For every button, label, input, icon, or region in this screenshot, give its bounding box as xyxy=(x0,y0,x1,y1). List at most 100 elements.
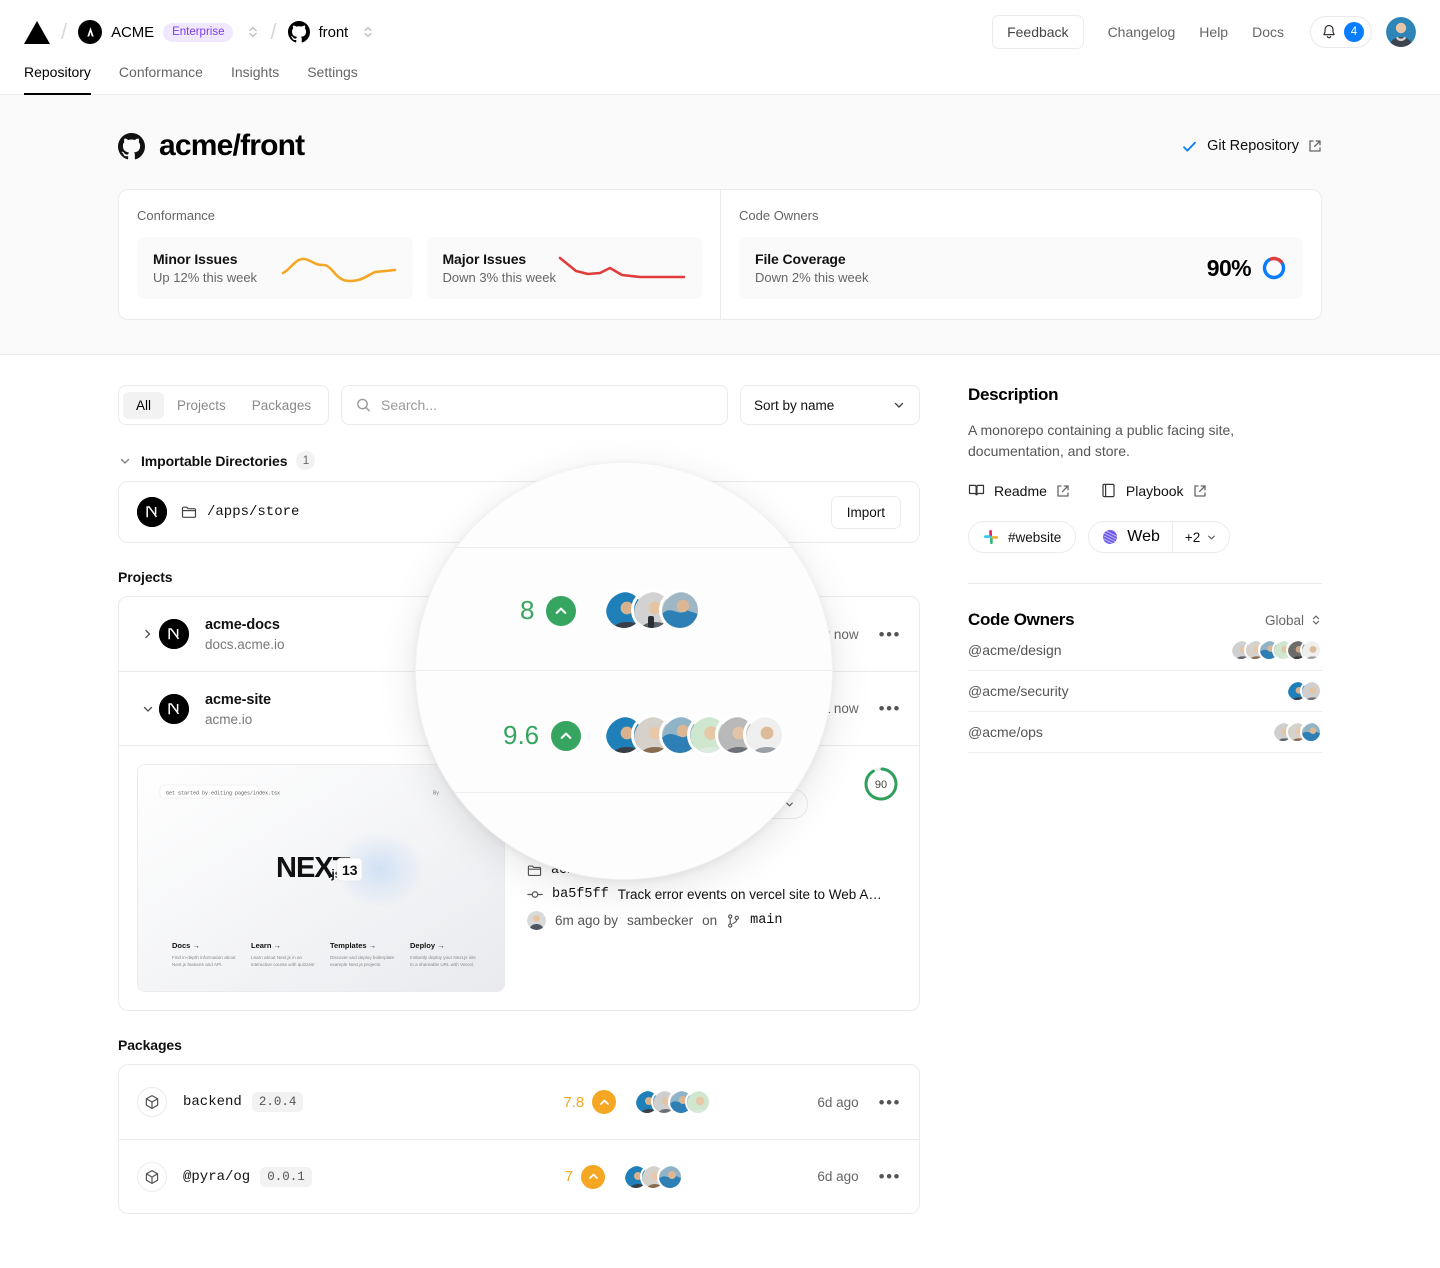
minor-issues-subtitle: Up 12% this week xyxy=(153,270,258,285)
gauge-value: 90 xyxy=(875,779,887,791)
breadcrumb-separator: / xyxy=(61,19,68,44)
package-icon xyxy=(137,1161,167,1192)
chevron-down-icon-project[interactable] xyxy=(137,702,159,716)
chevron-up-down-icon-2[interactable] xyxy=(362,24,374,40)
score-up-icon-warn xyxy=(581,1164,606,1189)
search-input[interactable] xyxy=(380,397,713,413)
owner-avatars[interactable] xyxy=(1286,680,1322,702)
acme-logo-icon xyxy=(78,20,103,44)
major-issues-subtitle: Down 3% this week xyxy=(442,270,556,285)
lens-score-value: 8 xyxy=(520,595,535,625)
code-owners-scope-label: Global xyxy=(1264,612,1304,628)
repo-breadcrumb[interactable]: front xyxy=(287,21,375,43)
chevron-right-icon[interactable] xyxy=(137,627,159,641)
book-icon xyxy=(1102,483,1115,498)
slack-channel-chip[interactable]: #website xyxy=(968,521,1077,553)
project-domain: docs.acme.io xyxy=(205,637,285,652)
package-avatars[interactable] xyxy=(623,1163,684,1190)
docs-link[interactable]: Docs xyxy=(1252,24,1284,40)
svg-text:example Next.js projects.: example Next.js projects. xyxy=(330,962,381,967)
package-icon xyxy=(137,1087,167,1117)
file-coverage-title: File Coverage xyxy=(755,251,846,267)
project-more-menu[interactable]: ••• xyxy=(878,699,901,718)
environment-label: Web xyxy=(1127,528,1160,545)
search-box[interactable] xyxy=(341,385,728,425)
help-link[interactable]: Help xyxy=(1199,24,1229,40)
notifications-button[interactable]: 4 xyxy=(1310,16,1372,48)
tab-settings[interactable]: Settings xyxy=(307,64,358,80)
owner-name: @acme/design xyxy=(968,642,1062,658)
playbook-link[interactable]: Playbook xyxy=(1100,482,1207,499)
package-updated-time: 6d ago xyxy=(817,1169,859,1184)
lens-avatars-row-2[interactable] xyxy=(603,714,785,756)
readme-link[interactable]: Readme xyxy=(968,482,1070,499)
svg-text:13: 13 xyxy=(342,862,358,878)
package-row-backend[interactable]: backend 2.0.4 7.8 6d ago ••• xyxy=(119,1065,919,1139)
importable-directories-label: Importable Directories xyxy=(141,452,288,469)
git-repository-link[interactable]: Git Repository xyxy=(1181,138,1322,155)
code-owners-scope-select[interactable]: Global xyxy=(1265,613,1322,628)
package-name: backend xyxy=(183,1094,242,1110)
owner-name: @acme/ops xyxy=(968,724,1043,740)
major-issues-tile[interactable]: Major Issues Down 3% this week xyxy=(426,237,702,299)
svg-text:Get started by editing pages/i: Get started by editing pages/index.tsx xyxy=(166,791,280,797)
minor-issues-tile[interactable]: Minor Issues Up 12% this week xyxy=(137,237,413,299)
chevron-down-icon-importable[interactable] xyxy=(118,454,132,468)
breadcrumb: / ACME Enterprise / front xyxy=(24,19,374,45)
readme-label: Readme xyxy=(994,482,1047,499)
avatar xyxy=(685,1089,712,1115)
tab-conformance[interactable]: Conformance xyxy=(118,64,203,80)
importable-directories-header[interactable]: Importable Directories 1 xyxy=(118,451,920,470)
feedback-button[interactable]: Feedback xyxy=(992,15,1084,49)
filter-packages[interactable]: Packages xyxy=(251,397,312,413)
tab-insights[interactable]: Insights xyxy=(230,64,280,80)
branch-icon xyxy=(728,913,740,928)
lens-score-value: 9.6 xyxy=(503,720,540,750)
tab-repository[interactable]: Repository xyxy=(24,64,105,95)
metrics-card: Conformance Minor Issues Up 12% this wee… xyxy=(118,189,1322,320)
package-more-menu[interactable]: ••• xyxy=(878,1092,901,1112)
filter-all[interactable]: All xyxy=(123,391,165,419)
chevron-down-icon-url xyxy=(785,802,793,806)
svg-text:Next.js features and API.: Next.js features and API. xyxy=(172,962,223,967)
minor-issues-title: Minor Issues xyxy=(153,251,238,267)
deployment-author[interactable]: sambecker xyxy=(627,913,694,928)
avatar[interactable] xyxy=(1386,17,1416,47)
owner-avatars[interactable] xyxy=(1272,721,1322,743)
chevron-up-down-icon[interactable] xyxy=(247,24,259,40)
owner-row-security[interactable]: @acme/security xyxy=(968,671,1322,712)
package-more-menu[interactable]: ••• xyxy=(878,1167,901,1186)
vercel-logo-icon[interactable] xyxy=(24,20,50,44)
file-coverage-tile[interactable]: File Coverage Down 2% this week 90% xyxy=(739,237,1303,299)
package-avatars[interactable] xyxy=(634,1089,712,1115)
deployment-commit-line: ba5f5ff Track error events on vercel sit… xyxy=(527,887,901,902)
filter-projects[interactable]: Projects xyxy=(177,397,226,413)
package-score-value: 7.8 xyxy=(563,1093,585,1111)
org-breadcrumb[interactable]: ACME Enterprise xyxy=(78,20,259,44)
chevron-down-icon xyxy=(894,402,904,408)
globe-icon xyxy=(1103,530,1118,544)
playbook-label: Playbook xyxy=(1125,482,1184,499)
import-button[interactable]: Import xyxy=(830,495,901,529)
project-more-menu[interactable]: ••• xyxy=(878,624,901,644)
folder-icon xyxy=(181,506,197,518)
svg-text:Instantly deploy your Next.js: Instantly deploy your Next.js site xyxy=(410,955,476,960)
owner-avatars[interactable] xyxy=(1230,639,1322,661)
sidebar: Description A monorepo containing a publ… xyxy=(968,385,1322,1214)
owner-row-ops[interactable]: @acme/ops xyxy=(968,712,1322,753)
svg-text:By: By xyxy=(433,791,439,797)
sort-select[interactable]: Sort by name xyxy=(740,385,920,425)
external-link-icon-readme xyxy=(1057,484,1069,497)
file-coverage-ring-icon xyxy=(1262,256,1286,280)
package-row-pyra-og[interactable]: @pyra/og 0.0.1 7 6d ago ••• xyxy=(119,1139,919,1213)
package-version: 2.0.4 xyxy=(251,1092,304,1112)
changelog-link[interactable]: Changelog xyxy=(1107,24,1176,40)
lens-avatars-row-1[interactable] xyxy=(603,589,701,631)
svg-text:Discover and deploy boilerplat: Discover and deploy boilerplate xyxy=(330,955,395,960)
slack-channel-label: #website xyxy=(1008,529,1062,545)
environment-chip-main[interactable]: Web xyxy=(1089,528,1172,546)
deployment-preview-thumbnail[interactable]: Get started by editing pages/index.tsx B… xyxy=(137,764,505,992)
owner-row-design[interactable]: @acme/design xyxy=(968,630,1322,671)
environment-more[interactable]: +2 xyxy=(1173,530,1229,545)
package-version: 0.0.1 xyxy=(260,1166,312,1187)
